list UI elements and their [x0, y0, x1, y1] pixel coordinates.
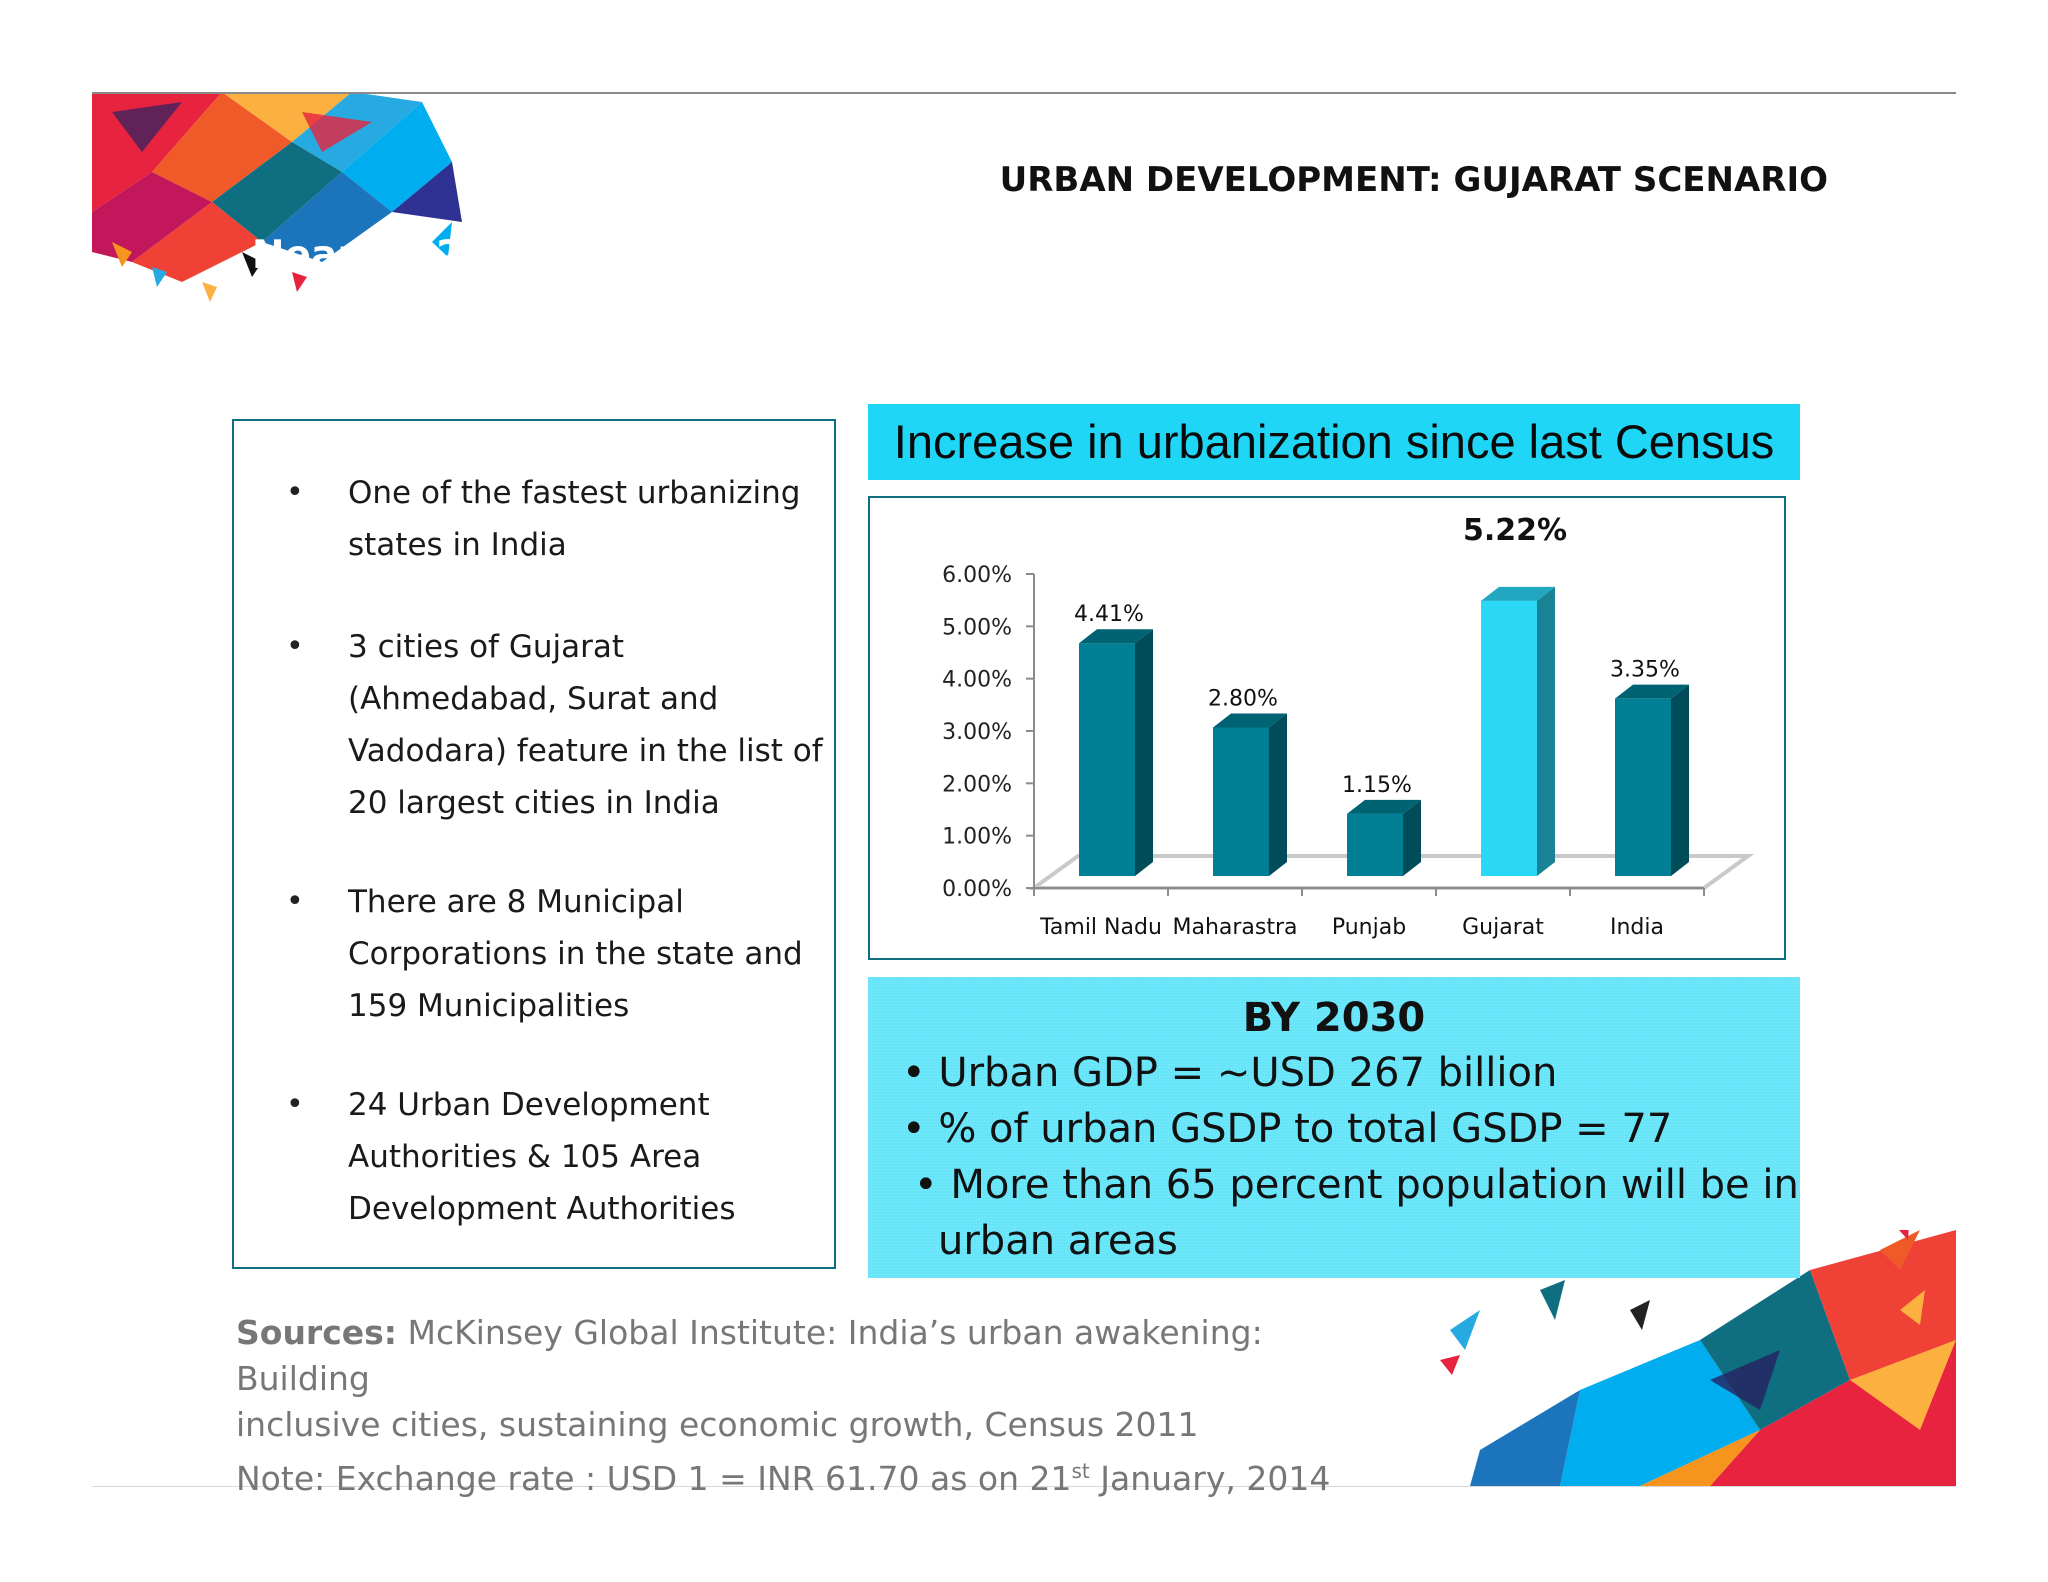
by-2030-heading: BY 2030	[1242, 995, 1426, 1041]
bar-side-face	[1269, 713, 1287, 876]
y-tick-label: 1.00%	[942, 825, 1012, 850]
note-prefix: Note: Exchange rate : USD 1 = INR 61.70 …	[236, 1459, 1072, 1498]
chart-title: Increase in urbanization since last Cens…	[868, 404, 1800, 480]
x-tick-label: Gujarat	[1462, 915, 1544, 940]
bar-top-face	[1079, 629, 1153, 644]
headline-line-2: to the national figure of ~31 percent	[610, 344, 1422, 390]
data-label: 3.35%	[1610, 658, 1680, 683]
y-tick-label: 6.00%	[942, 563, 1012, 588]
bullet-marker: •	[286, 884, 304, 919]
data-label: 4.41%	[1074, 602, 1144, 627]
sources-text-1: McKinsey Global Institute: India’s urban…	[236, 1313, 1263, 1398]
top-rule	[92, 92, 1956, 94]
note-suffix: January, 2014	[1089, 1459, 1331, 1498]
y-tick-label: 2.00%	[942, 772, 1012, 797]
chart-canvas: 0.00% 1.00% 2.00% 3.00% 4.00% 5.00% 6.00% 4.41%…	[942, 513, 1755, 940]
bar-side-face	[1403, 799, 1421, 876]
bottom-rule	[92, 1486, 1956, 1487]
key-fact-text: 24 Urban Development Authorities & 105 A…	[348, 1087, 736, 1227]
y-tick-label: 4.00%	[942, 668, 1012, 693]
by-2030-item: • More than 65 percent population will b…	[914, 1162, 1799, 1208]
y-tick-label: 3.00%	[942, 720, 1012, 745]
x-tick-label: India	[1610, 915, 1664, 940]
bar-side-face	[1671, 684, 1689, 876]
decorative-polygons-top	[92, 92, 462, 302]
key-fact-text: 3 cities of Gujarat (Ahmedabad, Surat an…	[348, 629, 823, 821]
bar-top-face	[1615, 684, 1689, 699]
bullet-marker: •	[286, 475, 304, 510]
sources-note: Sources: McKinsey Global Institute: Indi…	[236, 1310, 1386, 1502]
sources-label: Sources:	[236, 1313, 397, 1352]
data-label: 1.15%	[1342, 773, 1412, 798]
urbanization-chart: 0.00% 1.00% 2.00% 3.00% 4.00% 5.00% 6.00% 4.41%…	[868, 496, 1786, 960]
bullet-marker: •	[286, 629, 304, 664]
headline-line-1: Nearly 42.6 percent of Gujarat’s populat…	[251, 232, 1781, 334]
key-facts-box: • One of the fastest urbanizing states i…	[232, 419, 836, 1269]
bar-top-face	[1213, 713, 1287, 728]
bar-gujarat	[1481, 600, 1537, 876]
by-2030-item-text: Urban GDP = ~USD 267 billion	[938, 1050, 1558, 1096]
data-label: 2.80%	[1208, 686, 1278, 711]
decorative-polygons-bottom	[1440, 1230, 1956, 1486]
page-title: URBAN DEVELOPMENT: GUJARAT SCENARIO	[999, 160, 1828, 200]
y-tick-label: 0.00%	[942, 877, 1012, 902]
by-2030-item: • Urban GDP = ~USD 267 billion	[902, 1050, 1558, 1096]
data-label: 5.22%	[1463, 513, 1567, 548]
bar-maharastra	[1213, 727, 1269, 876]
x-tick-label: Punjab	[1332, 915, 1406, 940]
headline-banner: Nearly 42.6 percent of Gujarat’s populat…	[234, 233, 1798, 390]
by-2030-item-text: % of urban GSDP to total GSDP = 77	[938, 1106, 1673, 1152]
bar-side-face	[1135, 629, 1153, 876]
y-tick-label: 5.00%	[942, 615, 1012, 640]
bar-side-face	[1537, 586, 1555, 876]
sources-line-1: Sources: McKinsey Global Institute: Indi…	[236, 1310, 1386, 1402]
sources-text-2: inclusive cities, sustaining economic gr…	[236, 1405, 1199, 1444]
exchange-rate-note: Note: Exchange rate : USD 1 = INR 61.70 …	[236, 1448, 1386, 1502]
key-fact-text: There are 8 Municipal Corporations in th…	[348, 884, 803, 1024]
bar-punjab	[1347, 813, 1403, 876]
by-2030-item-text: More than 65 percent population will be …	[950, 1162, 1799, 1208]
by-2030-item-continued: urban areas	[938, 1218, 1178, 1264]
note-superscript: st	[1071, 1459, 1090, 1483]
bar-top-face	[1481, 586, 1555, 601]
bar-tamil-nadu	[1079, 643, 1135, 876]
x-tick-label: Tamil Nadu	[1039, 915, 1162, 940]
bar-india	[1615, 698, 1671, 876]
x-tick-label: Maharastra	[1172, 915, 1297, 940]
bar-top-face	[1347, 799, 1421, 814]
by-2030-box: BY 2030 • Urban GDP = ~USD 267 billion •…	[868, 977, 1800, 1278]
by-2030-item: • % of urban GSDP to total GSDP = 77	[902, 1106, 1673, 1152]
bullet-marker: •	[286, 1087, 304, 1122]
key-fact-text: One of the fastest urbanizing states in …	[348, 475, 801, 563]
